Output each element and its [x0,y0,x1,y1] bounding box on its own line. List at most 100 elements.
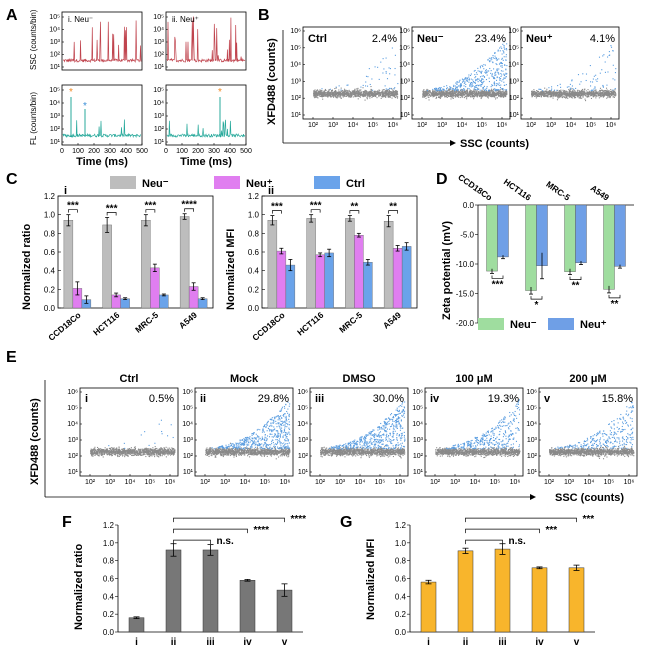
blue-event-dot [594,87,596,89]
gray-event-dot [365,92,367,94]
gray-event-dot [385,93,387,95]
gray-event-dot [566,95,568,97]
gray-event-dot [555,95,557,97]
gray-event-dot [589,91,592,94]
blue-event-dot [503,52,505,54]
blue-event-dot [487,90,489,92]
blue-event-dot [539,88,541,90]
gray-event-dot [580,93,582,95]
gray-event-dot [422,96,424,98]
gray-event-dot [118,446,120,448]
gray-event-dot [467,95,469,97]
gray-event-dot [367,91,369,93]
gray-event-dot [316,94,318,96]
gray-event-dot [98,451,100,453]
gray-event-dot [134,453,136,455]
gray-event-dot [153,454,155,456]
blue-event-dot [463,82,465,84]
panel-letter-A: A [6,7,18,24]
gray-event-dot [595,92,598,94]
blue-star-icon: * [83,101,87,112]
gray-event-dot [570,92,572,94]
gray-event-dot [372,95,374,97]
gray-event-dot [314,95,316,97]
gray-event-dot [127,450,129,453]
gray-event-dot [361,91,363,93]
gray-event-dot [165,453,167,455]
gray-event-dot [423,96,425,98]
gray-event-dot [449,88,451,90]
gray-event-dot [137,454,139,456]
gray-event-dot [314,89,316,91]
gray-event-dot [578,90,580,92]
gray-event-dot [594,90,596,92]
blue-event-dot [457,89,459,91]
gray-event-dot [97,448,99,451]
gray-event-dot [344,93,346,95]
gray-event-dot [467,95,469,97]
blue-event-dot [468,76,470,78]
gray-event-dot [482,90,484,92]
gray-event-dot [465,95,467,97]
gray-event-dot [392,93,394,95]
gray-event-dot [389,96,391,98]
gray-event-dot [94,454,96,456]
gray-event-dot [322,94,324,96]
gray-event-dot [104,451,106,453]
gray-event-dot [446,92,448,94]
gray-event-dot [335,94,338,96]
x-tick-label: 100 [176,148,188,155]
gray-event-dot [390,92,393,94]
blue-event-dot [462,80,464,82]
gray-event-dot [134,447,137,450]
blue-event-dot [481,78,483,80]
gray-event-dot [480,91,482,93]
gray-event-dot [145,455,147,458]
gray-event-dot [600,93,602,95]
gray-event-dot [348,89,350,91]
gray-event-dot [426,93,428,95]
gray-event-dot [330,96,333,98]
blue-event-dot [374,66,376,68]
gray-event-dot [422,94,424,96]
gray-event-dot [573,96,576,98]
gray-event-dot [152,447,154,449]
gray-event-dot [397,94,399,96]
gray-event-dot [350,96,353,98]
gray-event-dot [392,92,394,94]
gray-event-dot [319,91,321,93]
y-tick-label: 10² [154,52,165,59]
gray-event-dot [99,452,101,454]
gray-event-dot [98,447,100,450]
gray-event-dot [586,95,588,97]
gray-event-dot [536,94,538,96]
blue-event-dot [449,87,451,89]
gray-event-dot [597,92,599,94]
gray-event-dot [456,94,458,96]
gray-event-dot [167,451,169,453]
gray-event-dot [575,94,577,96]
blue-event-dot [485,72,487,74]
blue-event-dot [503,73,505,75]
gray-event-dot [460,90,462,92]
gray-event-dot [336,95,338,97]
gray-event-dot [321,92,324,94]
blue-event-dot [606,84,608,86]
gray-event-dot [111,450,113,452]
gray-event-dot [384,93,386,95]
gray-event-dot [602,92,604,94]
gray-event-dot [366,97,368,99]
gray-event-dot [470,94,473,96]
blue-event-dot [595,79,597,81]
gray-event-dot [337,95,339,97]
gray-event-dot [318,90,320,92]
gray-event-dot [553,90,555,92]
gray-event-dot [374,94,376,96]
gray-event-dot [505,90,507,92]
gray-event-dot [161,448,163,450]
gray-event-dot [578,92,580,94]
gray-event-dot [336,97,338,99]
gray-event-dot [355,96,357,98]
gray-event-dot [560,96,562,98]
